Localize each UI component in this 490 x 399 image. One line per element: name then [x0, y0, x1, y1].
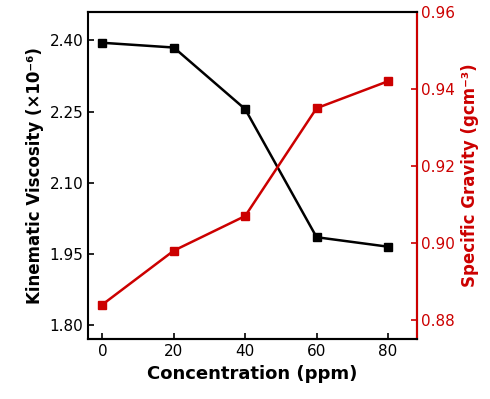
X-axis label: Concentration (ppm): Concentration (ppm) [147, 365, 358, 383]
Y-axis label: Kinematic Viscosity (×10⁻⁶): Kinematic Viscosity (×10⁻⁶) [26, 47, 44, 304]
Y-axis label: Specific Gravity (gcm⁻³): Specific Gravity (gcm⁻³) [461, 64, 479, 287]
